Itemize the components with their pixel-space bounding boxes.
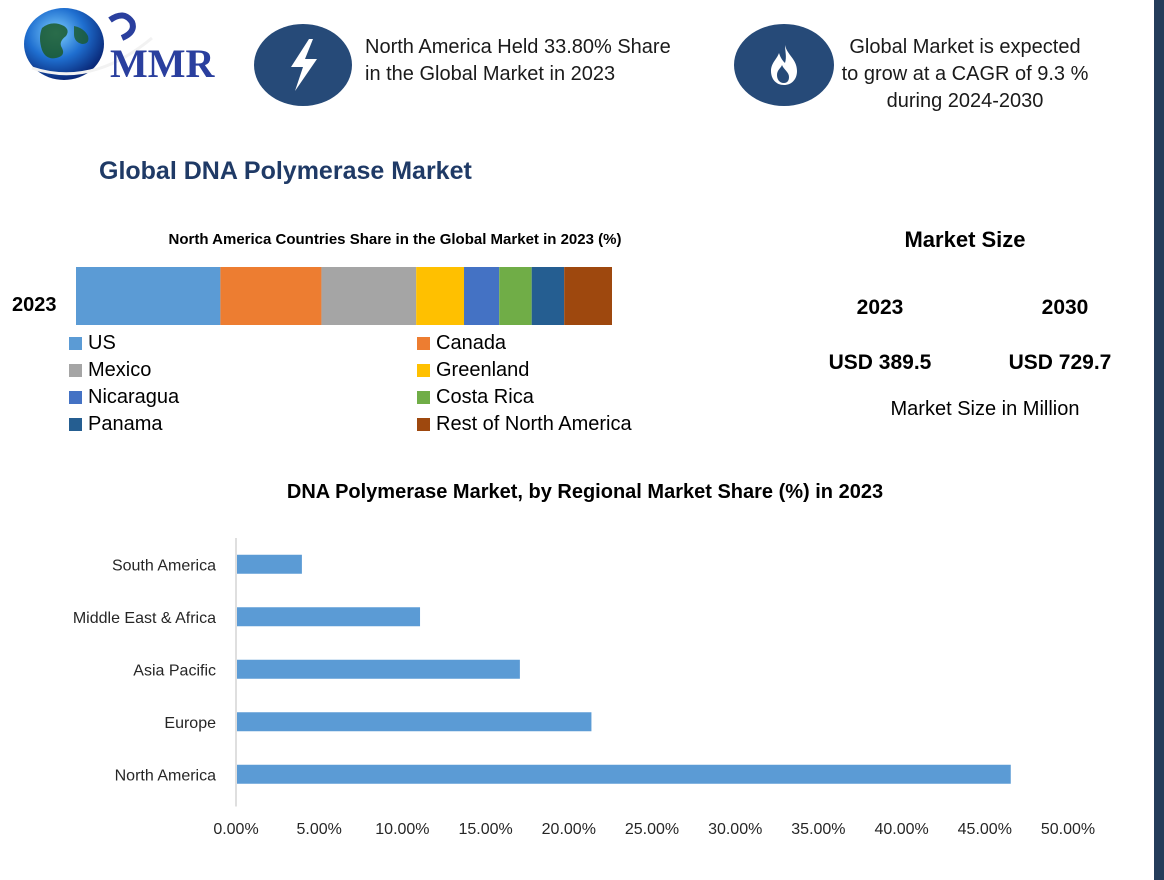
market-size-year-2023: 2023 — [856, 296, 904, 319]
legend-label: Mexico — [88, 358, 152, 381]
market-size-year-2030: 2030 — [1041, 296, 1089, 319]
flame-icon — [771, 45, 797, 85]
stacked-segment-mexico — [321, 267, 417, 325]
category-label-europe: Europe — [164, 715, 216, 732]
legend-item-panama: Panama — [69, 411, 163, 437]
legend-item-mexico: Mexico — [69, 357, 151, 383]
stacked-segment-canada — [220, 267, 322, 325]
stacked-segment-greenland — [416, 267, 465, 325]
legend-swatch — [417, 363, 430, 377]
highlight-2-line-1: Global Market is expected — [849, 36, 1081, 58]
highlight-1-line-2: in the Global Market in 2023 — [365, 63, 616, 85]
category-label-north-america: North America — [115, 767, 216, 784]
legend-item-greenland: Greenland — [417, 357, 529, 383]
legend-label: US — [88, 331, 116, 354]
bar-north-america — [237, 764, 1011, 784]
x-tick-label: 5.00% — [297, 821, 342, 838]
flame-badge — [734, 24, 834, 106]
lightning-badge — [254, 24, 352, 106]
highlight-2-line-3: during 2024-2030 — [886, 90, 1044, 112]
stacked-segment-panama — [531, 267, 565, 325]
stacked-chart-category-label: 2023 — [12, 294, 57, 316]
legend-label: Panama — [88, 412, 163, 435]
legend-item-us: US — [69, 330, 116, 356]
category-label-south-america: South America — [112, 557, 216, 574]
bar-europe — [237, 712, 592, 732]
highlight-1-line-1: North America Held 33.80% Share — [365, 36, 671, 58]
legend-item-costa-rica: Costa Rica — [417, 384, 534, 410]
page-title: Global DNA Polymerase Market — [99, 157, 472, 185]
bar-south-america — [237, 554, 302, 574]
x-tick-label: 45.00% — [958, 821, 1012, 838]
legend-item-nicaragua: Nicaragua — [69, 384, 179, 410]
x-tick-label: 50.00% — [1041, 821, 1095, 838]
legend-item-rest-of-north-america: Rest of North America — [417, 411, 632, 437]
x-tick-label: 15.00% — [458, 821, 512, 838]
legend-swatch — [69, 336, 82, 350]
market-size-title: Market Size — [904, 227, 1026, 252]
legend-swatch — [417, 390, 430, 404]
stacked-bar-chart — [76, 267, 612, 325]
stacked-segment-costa-rica — [499, 267, 532, 325]
legend-label: Rest of North America — [436, 412, 632, 435]
x-tick-label: 30.00% — [708, 821, 762, 838]
stacked-segment-us — [76, 267, 221, 325]
legend-label: Costa Rica — [436, 385, 534, 408]
category-label-middle-east-africa: Middle East & Africa — [73, 610, 216, 627]
market-size-note: Market Size in Million — [890, 398, 1080, 420]
market-size-value-2030: USD 729.7 — [1008, 351, 1112, 374]
legend-swatch — [69, 390, 82, 404]
legend-label: Nicaragua — [88, 385, 180, 408]
legend-swatch — [417, 336, 430, 350]
x-tick-label: 0.00% — [213, 821, 258, 838]
regional-chart-title: DNA Polymerase Market, by Regional Marke… — [286, 481, 884, 503]
highlight-text-2: Global Market is expected to grow at a C… — [820, 34, 1110, 115]
regional-bar-chart: North America Europe Asia Pacific Middle Ea… — [73, 538, 1095, 838]
legend-label: Greenland — [436, 358, 530, 381]
category-label-asia-pacific: Asia Pacific — [133, 662, 216, 679]
stacked-segment-nicaragua — [464, 267, 500, 325]
bar-middle-east-africa — [237, 607, 421, 627]
bar-asia-pacific — [237, 659, 520, 679]
x-tick-label: 35.00% — [791, 821, 845, 838]
stacked-segment-rest-of-north-america — [564, 267, 612, 325]
legend-swatch — [69, 417, 82, 431]
legend-item-canada: Canada — [417, 330, 506, 356]
right-border — [1154, 0, 1164, 880]
mmr-logo: MMR — [22, 6, 232, 96]
stacked-chart-title: North America Countries Share in the Glo… — [168, 231, 622, 248]
x-tick-label: 20.00% — [542, 821, 596, 838]
highlight-text-1: North America Held 33.80% Share in the G… — [365, 34, 735, 88]
lightning-icon — [291, 39, 317, 91]
legend-swatch — [417, 417, 430, 431]
x-tick-label: 10.00% — [375, 821, 429, 838]
market-size-value-2023: USD 389.5 — [828, 351, 932, 374]
x-tick-label: 40.00% — [874, 821, 928, 838]
globe-icon — [24, 8, 153, 80]
legend-label: Canada — [436, 331, 507, 354]
logo-text: MMR — [110, 41, 215, 86]
legend-swatch — [69, 363, 82, 377]
highlight-2-line-2: to grow at a CAGR of 9.3 % — [841, 63, 1089, 85]
x-tick-label: 25.00% — [625, 821, 679, 838]
